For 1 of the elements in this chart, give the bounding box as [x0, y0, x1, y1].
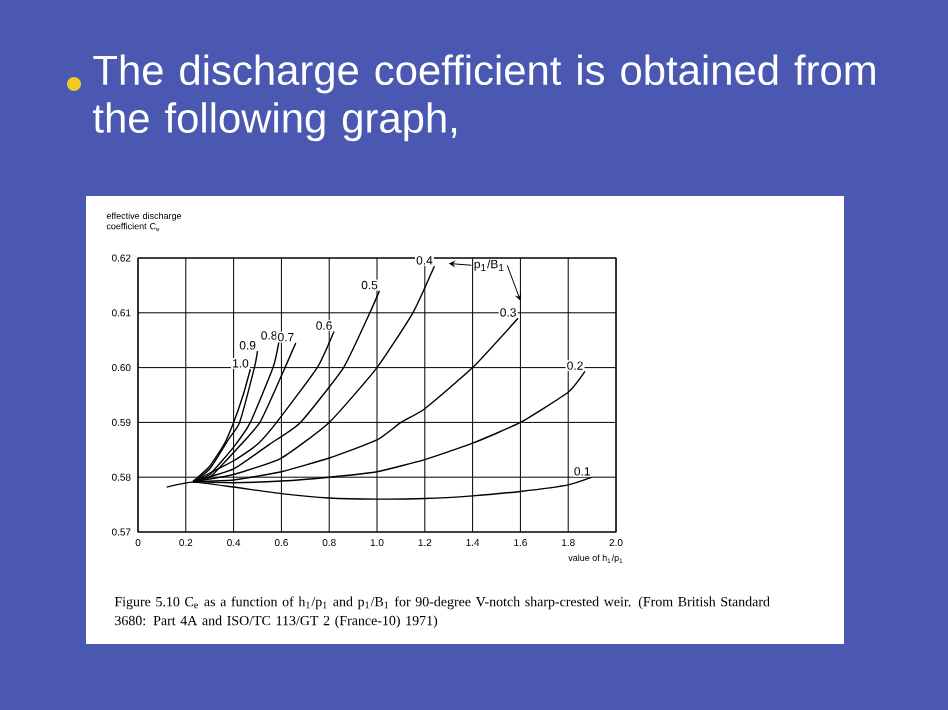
- chart-title: The discharge coefficient is obtained from the following graph,: [93, 54, 875, 142]
